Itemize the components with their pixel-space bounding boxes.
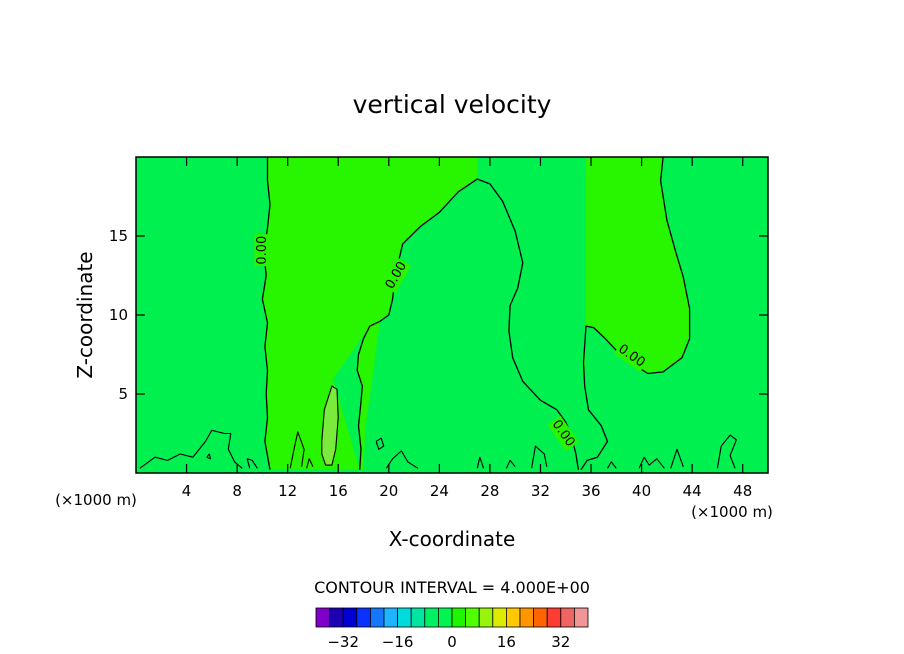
chart-title: vertical velocity	[353, 90, 552, 119]
plot-area: 0.000.000.000.00 4 8 12 16 20 24 28 32 36 40 44 48 …	[109, 156, 769, 500]
x-tick-label: 32	[531, 482, 550, 500]
contour-line-small-9	[531, 445, 548, 469]
colorbar-swatch	[342, 607, 358, 628]
colorbar-swatch	[369, 607, 385, 628]
contour-line-small-6	[385, 450, 419, 469]
background-between	[477, 157, 608, 470]
contour-line-small-12	[670, 448, 684, 469]
contour-line-small-4	[306, 458, 314, 469]
x-tick-label: 44	[683, 482, 702, 500]
colorbar-swatch	[533, 607, 548, 628]
x-tick-label: 36	[581, 482, 600, 500]
contour-line-zero-1	[356, 178, 580, 470]
colorbar-tick-label: 16	[497, 633, 516, 651]
y-tick-label: 5	[118, 385, 128, 403]
y-axis-ticks: 5 10 15	[109, 227, 768, 403]
x-tick-label: 12	[278, 482, 297, 500]
contour-line-small-5	[375, 437, 385, 450]
x-tick-label: 8	[232, 482, 242, 500]
contour-line-small-1	[139, 429, 243, 469]
contour-line-small-3	[289, 431, 305, 469]
colorbar-swatch	[356, 607, 371, 628]
x-axis-ticks: 4 8 12 16 20 24 28 32 36 40 44 48	[182, 157, 752, 500]
x-tick-label: 20	[379, 482, 398, 500]
positive-right-lobe	[583, 157, 690, 387]
colorbar-tick-label: −16	[382, 633, 414, 651]
contour-interval-text: CONTOUR INTERVAL = 4.000E+00	[314, 578, 590, 597]
contour-line-zero-0	[261, 157, 271, 470]
x-tick-label: 16	[329, 482, 348, 500]
filled-regions	[262, 157, 768, 470]
colorbar-swatch	[546, 607, 562, 628]
colorbar-swatch	[574, 607, 589, 628]
colorbar-swatch	[465, 607, 480, 628]
colorbar-swatch	[397, 607, 412, 628]
colorbar-swatch	[519, 607, 535, 628]
colorbar-tick-label: 32	[551, 633, 570, 651]
contour-label-background	[613, 340, 650, 372]
contour-line-small-14	[206, 453, 212, 460]
y-tick-label: 15	[109, 227, 128, 245]
x-axis-title: X-coordinate	[389, 527, 516, 551]
colorbar-swatch	[410, 607, 426, 628]
y-tick-label: 10	[109, 306, 128, 324]
contour-labels: 0.000.000.000.00	[254, 234, 650, 452]
contour-line-small-7	[476, 456, 485, 469]
contour-label-background	[381, 257, 412, 294]
colorbar-swatch	[424, 607, 439, 628]
colorbar-swatch	[383, 607, 399, 628]
colorbar-swatch	[329, 607, 344, 628]
colorbar-swatch	[560, 607, 575, 628]
colorbar-swatch	[451, 607, 467, 628]
colorbar: −32 −16 0 16 32	[315, 607, 589, 651]
x-tick-label: 24	[430, 482, 449, 500]
contour-line-small-13	[716, 434, 737, 469]
contour-line-small-2	[246, 458, 258, 469]
contour-label-background	[254, 234, 271, 267]
colorbar-swatch	[492, 607, 507, 628]
contour-label: 0.00	[255, 236, 270, 265]
x-tick-label: 28	[480, 482, 499, 500]
colorbar-swatch	[437, 607, 453, 628]
x-unit-label-right: (×1000 m)	[691, 503, 773, 521]
contour-line-small-10	[607, 461, 617, 469]
contour-label-background	[547, 415, 579, 452]
x-tick-label: 40	[632, 482, 651, 500]
x-tick-label: 48	[733, 482, 752, 500]
colorbar-swatch	[505, 607, 521, 628]
contour-line-small-0	[321, 385, 339, 466]
colorbar-tick-label: 0	[447, 633, 457, 651]
x-tick-label: 4	[182, 482, 192, 500]
colorbar-swatch	[315, 607, 331, 628]
colorbar-swatch	[478, 607, 494, 628]
positive-band	[262, 157, 478, 470]
contour-line-small-8	[505, 459, 516, 469]
x-unit-label-left: (×1000 m)	[55, 491, 137, 509]
y-axis-title: Z-coordinate	[73, 251, 97, 378]
colorbar-tick-label: −32	[327, 633, 359, 651]
contour-line-small-11	[638, 456, 665, 469]
tower-interior	[363, 179, 579, 470]
